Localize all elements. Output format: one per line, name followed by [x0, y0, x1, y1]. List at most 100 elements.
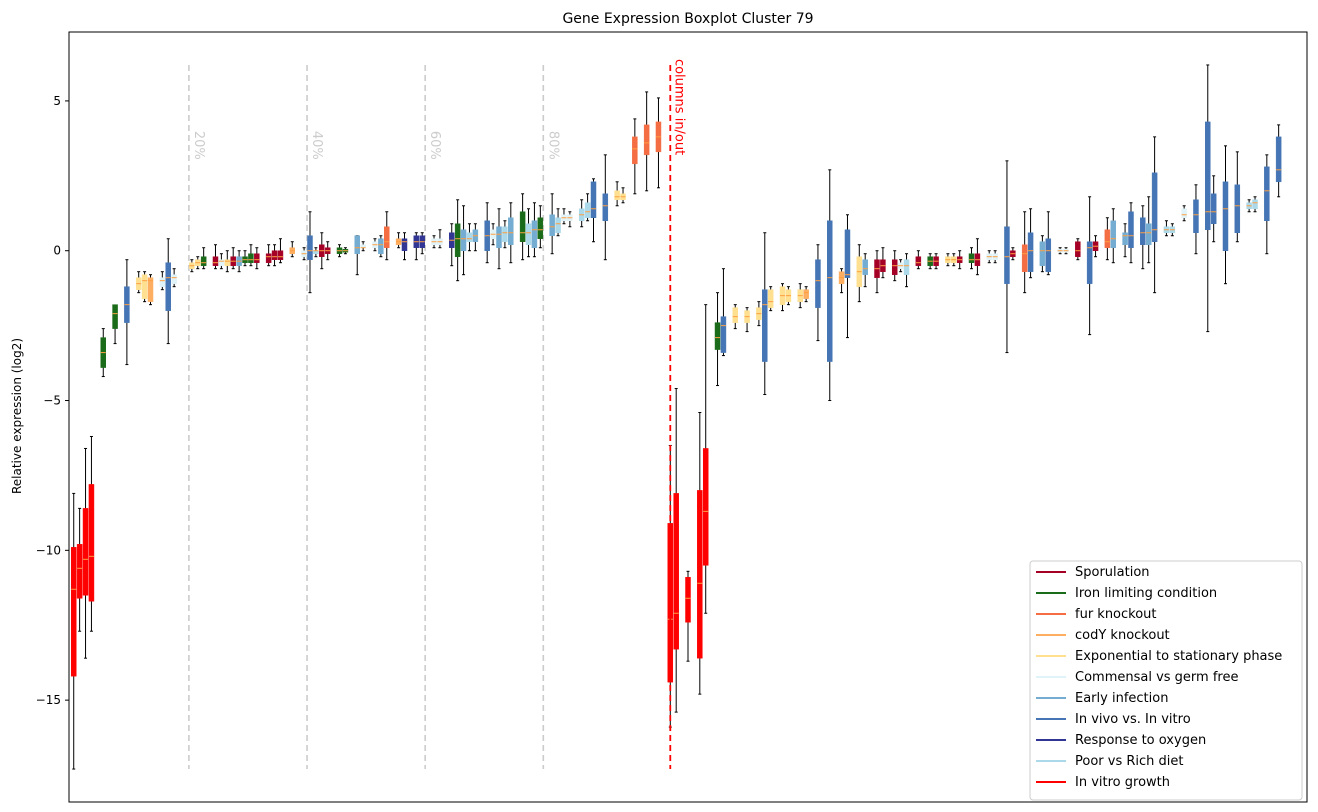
box-31 [319, 232, 325, 270]
box-40 [395, 232, 402, 249]
box-body [1222, 181, 1229, 251]
box-body [815, 259, 821, 308]
legend: Sporulation Iron limiting condition fur kn… [1029, 560, 1303, 801]
box-body [271, 250, 278, 260]
box-103 [945, 253, 951, 267]
legend-label-5: Commensal vs germ free [1075, 670, 1238, 685]
box-52 [490, 223, 496, 246]
box-48 [460, 205, 467, 276]
percentile-label-1: 20% [191, 131, 206, 160]
box-66 [590, 178, 597, 243]
box-28 [301, 247, 307, 261]
box-114 [1039, 235, 1046, 273]
box-body [460, 229, 467, 251]
box-body [643, 124, 650, 156]
box-134 [1222, 145, 1229, 285]
box-body [667, 523, 674, 683]
box-74 [673, 388, 679, 713]
box-13 [189, 259, 195, 273]
box-body [1122, 232, 1128, 245]
box-body [968, 253, 975, 263]
box-body [1151, 172, 1158, 242]
box-body [762, 289, 768, 362]
box-body [171, 274, 177, 284]
box-102 [933, 253, 939, 270]
box-19 [230, 247, 236, 270]
legend-label-1: Iron limiting condition [1075, 586, 1217, 601]
box-18 [224, 250, 231, 273]
box-16 [212, 244, 219, 270]
box-body [248, 253, 254, 263]
box-body [1104, 229, 1111, 248]
box-106 [968, 247, 975, 270]
box-85 [779, 283, 786, 312]
box-body [159, 277, 166, 287]
box-body [702, 448, 709, 566]
box-body [1264, 166, 1270, 222]
y-tick-label-0: 5 [53, 94, 61, 108]
box-124 [1128, 202, 1134, 264]
box-127 [1151, 136, 1158, 294]
box-12 [171, 268, 177, 288]
y-tick-label-1: 0 [53, 244, 61, 258]
box-76 [697, 412, 703, 695]
box-body [525, 223, 532, 245]
box-53 [496, 208, 502, 270]
box-84 [767, 286, 774, 312]
box-129 [1169, 223, 1176, 237]
box-body [602, 193, 609, 222]
box-4 [100, 328, 107, 378]
box-26 [277, 238, 284, 264]
box-body [1140, 217, 1146, 245]
box-126 [1145, 196, 1152, 264]
box-42 [413, 232, 420, 261]
box-1 [76, 507, 83, 632]
box-39 [384, 211, 390, 261]
y-axis-label: Relative expression (log2) [10, 338, 24, 494]
box-body [1193, 199, 1199, 233]
box-69 [620, 187, 626, 204]
box-body [384, 226, 390, 248]
y-tick-label-2: −5 [43, 394, 61, 408]
box-104 [951, 253, 957, 267]
box-55 [508, 202, 514, 264]
y-tick-label-4: −15 [36, 693, 61, 707]
box-43 [419, 232, 425, 255]
box-body [549, 214, 555, 236]
box-body [519, 211, 526, 242]
box-99 [903, 253, 910, 288]
box-body [862, 259, 868, 275]
box-98 [897, 259, 904, 273]
box-36 [360, 241, 366, 252]
box-91 [838, 268, 845, 294]
box-body [1075, 241, 1081, 257]
box-32 [324, 241, 331, 261]
box-0 [70, 492, 77, 770]
box-body [1027, 232, 1034, 272]
box-body [307, 235, 313, 260]
axes-frame [68, 31, 1308, 803]
box-body [827, 220, 833, 362]
box-64 [578, 199, 585, 228]
box-11 [165, 238, 171, 345]
box-25 [271, 244, 278, 267]
box-body [732, 307, 739, 323]
box-83 [762, 232, 768, 396]
plot-area: 20% 40% 60% 80% columns in/out [70, 59, 1282, 770]
box-body [720, 316, 727, 353]
box-47 [454, 199, 461, 282]
chart-title: Gene Expression Boxplot Cluster 79 [562, 11, 813, 27]
box-body [82, 508, 89, 596]
box-35 [354, 235, 360, 276]
box-body [496, 226, 502, 248]
box-80 [732, 304, 739, 330]
box-body [70, 547, 77, 677]
box-body [1045, 238, 1052, 272]
box-body [378, 238, 384, 254]
box-body [1205, 121, 1211, 230]
box-2 [82, 447, 89, 659]
box-body [165, 262, 171, 311]
box-body [141, 274, 148, 299]
box-body [147, 277, 154, 302]
box-body [277, 250, 284, 260]
